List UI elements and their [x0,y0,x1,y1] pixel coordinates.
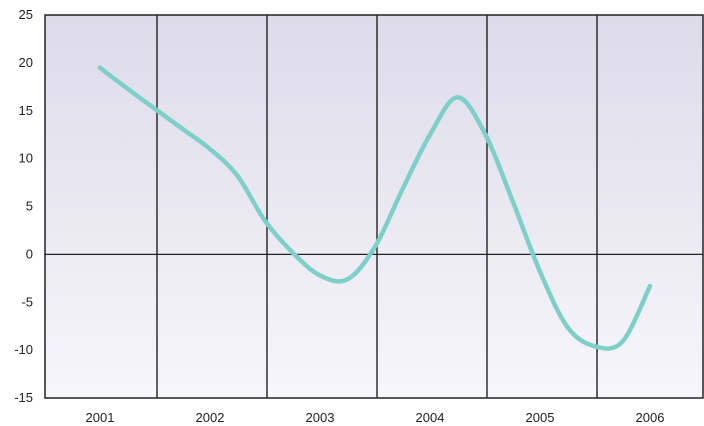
x-tick-label: 2004 [416,410,445,425]
series-line [97,65,653,351]
y-tick-label: 0 [26,246,33,261]
y-tick-label: 20 [19,55,33,70]
y-tick-label: -10 [14,342,33,357]
y-tick-label: 5 [26,199,33,214]
x-tick-label: 2006 [636,410,665,425]
y-tick-label: -15 [14,390,33,405]
plot-background [45,15,703,398]
y-tick-label: 10 [19,151,33,166]
x-tick-label: 2005 [526,410,555,425]
x-tick-label: 2001 [86,410,115,425]
y-tick-label: -5 [21,294,33,309]
plot-frame [44,14,704,399]
x-tick-label: 2003 [306,410,335,425]
y-tick-label: 15 [19,103,33,118]
x-tick-label: 2002 [196,410,225,425]
y-tick-label: 25 [19,7,33,22]
